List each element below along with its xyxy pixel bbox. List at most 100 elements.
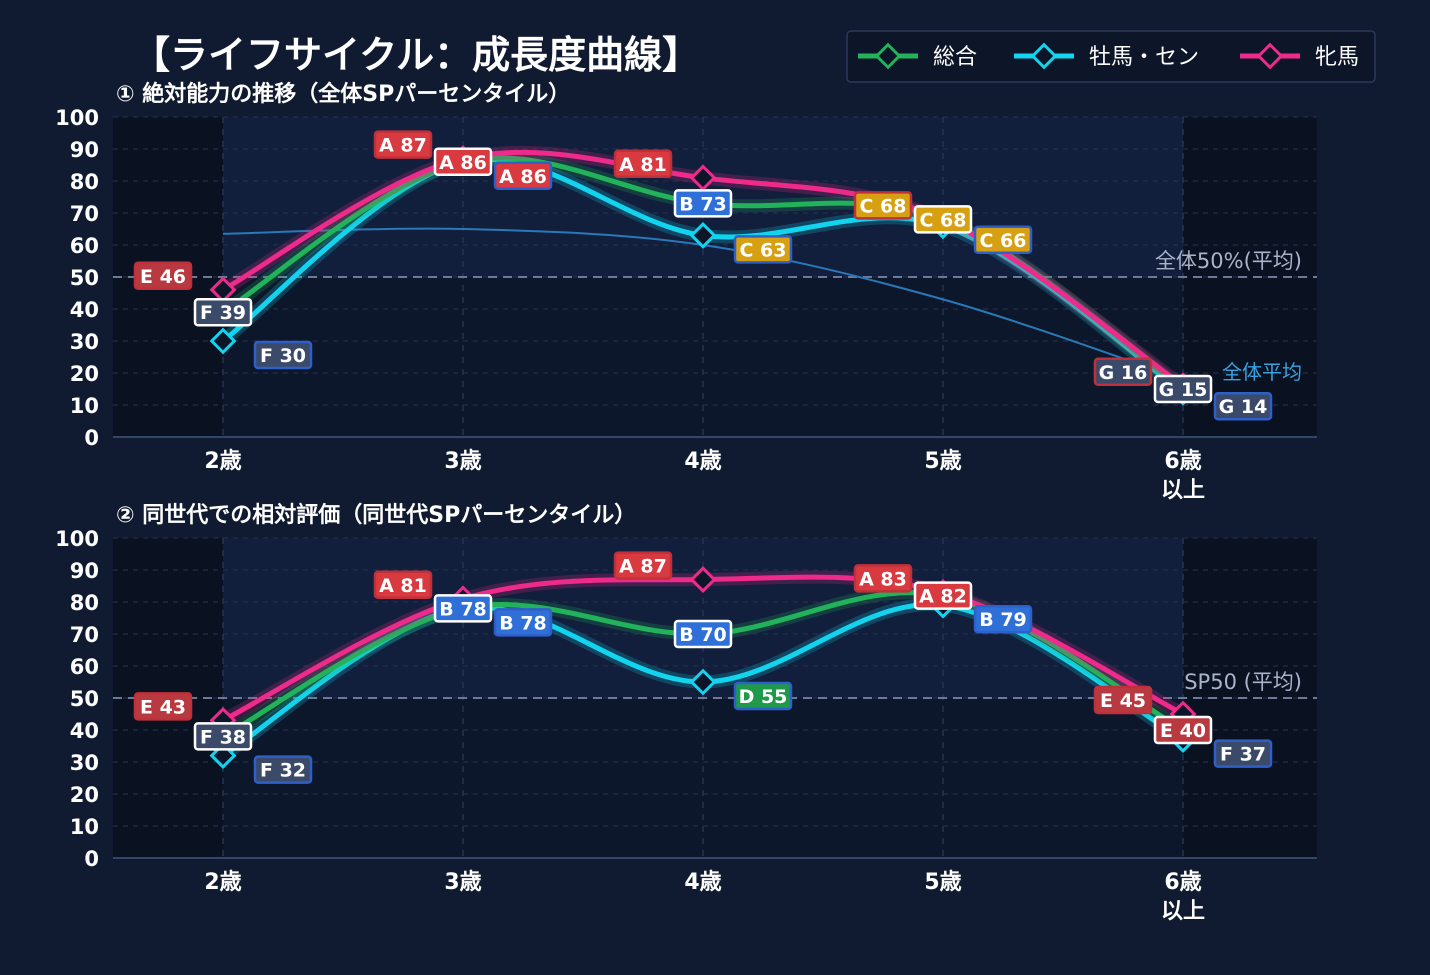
legend-label-filly: 牝馬 <box>1315 45 1359 70</box>
data-label-text: E 40 <box>1160 720 1206 742</box>
data-label-box <box>1153 715 1213 745</box>
data-label-box <box>673 189 733 218</box>
data-label-box <box>613 149 673 179</box>
data-label-text: A 81 <box>619 154 667 176</box>
data-label-colt: D 55 <box>733 681 793 711</box>
data-label-colt: F 30 <box>253 340 313 370</box>
data-label-filly: C 68 <box>853 191 913 220</box>
legend-item-filly: 牝馬 <box>1240 42 1359 70</box>
data-label-filly: A 87 <box>373 130 433 159</box>
data-point-filly <box>209 276 237 304</box>
data-label-box <box>1213 391 1273 421</box>
x-tick-label: 5歳 <box>924 870 961 895</box>
y-tick-label: 80 <box>70 170 99 194</box>
data-label-box <box>853 191 913 220</box>
data-label-colt: C 63 <box>733 235 793 264</box>
x-tick-label: 6歳以上 <box>1161 449 1205 503</box>
panel-1-subtitle: ① 絶対能力の推移（全体SPパーセンタイル） <box>116 81 570 107</box>
y-tick-label: 0 <box>84 426 99 450</box>
x-tick-label: 4歳 <box>684 870 721 895</box>
y-tick-label: 20 <box>70 362 99 386</box>
data-label-filly: E 43 <box>133 692 193 721</box>
data-label-total: A 86 <box>433 147 493 177</box>
legend-item-total: 総合 <box>858 42 977 70</box>
data-label-box <box>973 604 1033 634</box>
data-label-box <box>373 130 433 159</box>
diamond-marker-icon <box>874 42 902 70</box>
data-label-text: A 83 <box>859 568 907 590</box>
reference-line-label: 全体50%(平均) <box>1155 249 1302 273</box>
y-tick-label: 60 <box>70 655 99 679</box>
x-tick-label: 6歳以上 <box>1161 870 1205 924</box>
y-tick-label: 80 <box>70 591 99 615</box>
data-label-box <box>433 147 493 177</box>
y-tick-label: 30 <box>70 330 99 354</box>
data-label-box <box>1213 739 1273 768</box>
x-tick-label: 5歳 <box>924 449 961 474</box>
legend-item-colt: 牡馬・セン <box>1014 42 1199 70</box>
data-label-colt: G 14 <box>1213 391 1273 421</box>
data-label-colt: B 79 <box>973 604 1033 634</box>
data-label-filly: E 45 <box>1093 685 1153 715</box>
y-tick-label: 0 <box>84 847 99 871</box>
data-label-colt: B 78 <box>493 608 553 637</box>
y-tick-label: 90 <box>70 559 99 583</box>
data-label-filly: G 16 <box>1093 357 1153 387</box>
data-label-filly: A 87 <box>613 551 673 580</box>
data-label-total: E 40 <box>1153 715 1213 745</box>
data-label-text: B 78 <box>499 612 547 634</box>
data-label-filly: A 81 <box>373 570 433 600</box>
y-tick-label: 70 <box>70 623 99 647</box>
data-label-text: F 37 <box>1220 744 1266 766</box>
data-label-text: C 63 <box>740 239 787 261</box>
panel-absolute-ability: 0 10 20 30 40 50 60 70 80 90 100 2歳 3歳 4歳 5歳 6歳以上 全体50%(… <box>55 106 1317 503</box>
data-label-box <box>733 681 793 711</box>
data-point-colt <box>209 327 237 355</box>
data-label-box <box>1093 685 1153 715</box>
data-label-box <box>193 297 253 327</box>
data-label-box <box>133 692 193 721</box>
data-label-box <box>433 594 493 623</box>
diamond-marker-icon <box>1030 42 1058 70</box>
data-label-filly: A 81 <box>613 149 673 179</box>
data-label-box <box>853 564 913 593</box>
data-label-total: F 38 <box>193 722 253 751</box>
y-tick-label: 70 <box>70 202 99 226</box>
data-label-box <box>973 225 1033 255</box>
data-label-box <box>733 235 793 264</box>
y-tick-label: 40 <box>70 719 99 743</box>
figure-title: 【ライフサイクル：成長度曲線】 <box>132 33 700 77</box>
y-tick-label: 50 <box>70 687 99 711</box>
x-tick-label: 3歳 <box>444 870 481 895</box>
data-label-box <box>913 205 973 234</box>
data-label-box <box>493 161 553 191</box>
data-label-filly: E 46 <box>133 261 193 291</box>
y-tick-label: 10 <box>70 394 99 418</box>
data-label-total: G 15 <box>1153 374 1213 404</box>
y-tick-label: 40 <box>70 298 99 322</box>
data-label-box <box>1153 374 1213 404</box>
diamond-marker-icon <box>1256 42 1284 70</box>
data-label-total: B 73 <box>673 189 733 218</box>
data-label-box <box>133 261 193 291</box>
data-label-text: C 66 <box>980 230 1027 252</box>
data-label-text: E 43 <box>140 696 186 718</box>
y-tick-label: 90 <box>70 138 99 162</box>
panel-relative-evaluation: 0 10 20 30 40 50 60 70 80 90 100 2歳 3歳 4歳 5歳 6歳以上 SP50 (… <box>55 527 1317 924</box>
y-tick-label: 100 <box>55 527 99 551</box>
x-tick-label: 2歳 <box>204 870 241 895</box>
data-label-total: C 68 <box>913 205 973 234</box>
data-label-box <box>1093 357 1153 387</box>
data-label-text: A 81 <box>379 575 427 597</box>
data-label-text: G 14 <box>1219 396 1268 418</box>
data-label-text: G 16 <box>1099 362 1148 384</box>
data-label-text: F 39 <box>200 302 246 324</box>
data-label-box <box>493 608 553 637</box>
data-label-text: B 70 <box>679 624 727 646</box>
data-label-colt: F 37 <box>1213 739 1273 768</box>
data-label-box <box>673 619 733 649</box>
data-label-text: F 32 <box>260 760 306 782</box>
data-label-colt: A 86 <box>493 161 553 191</box>
y-tick-label: 100 <box>55 106 99 130</box>
